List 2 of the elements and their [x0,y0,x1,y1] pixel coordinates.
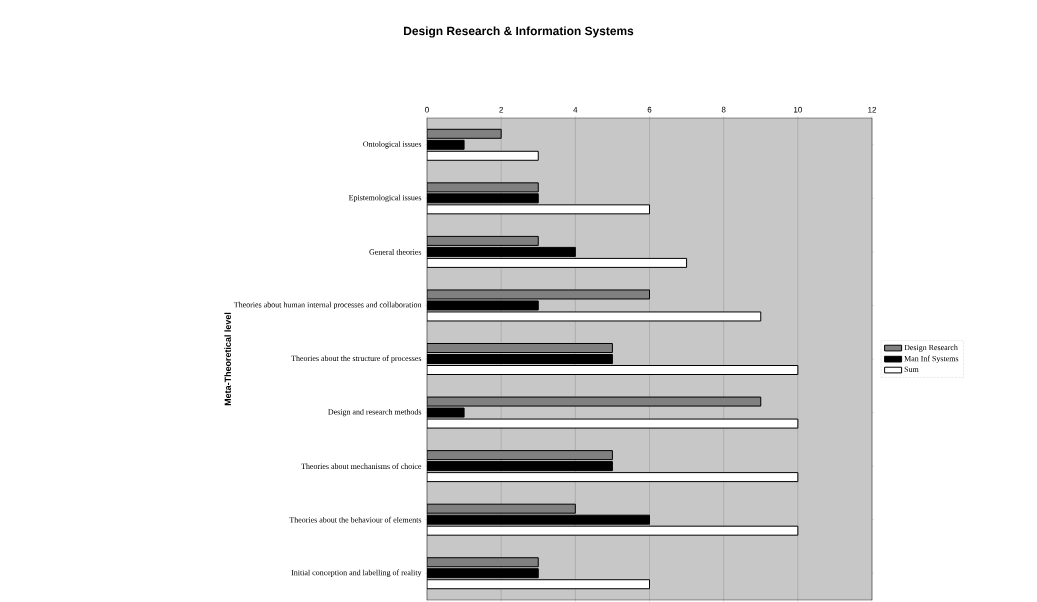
chart-title: Design Research & Information Systems [404,26,634,38]
y-axis-title: Meta-Theoretical level [224,312,231,406]
